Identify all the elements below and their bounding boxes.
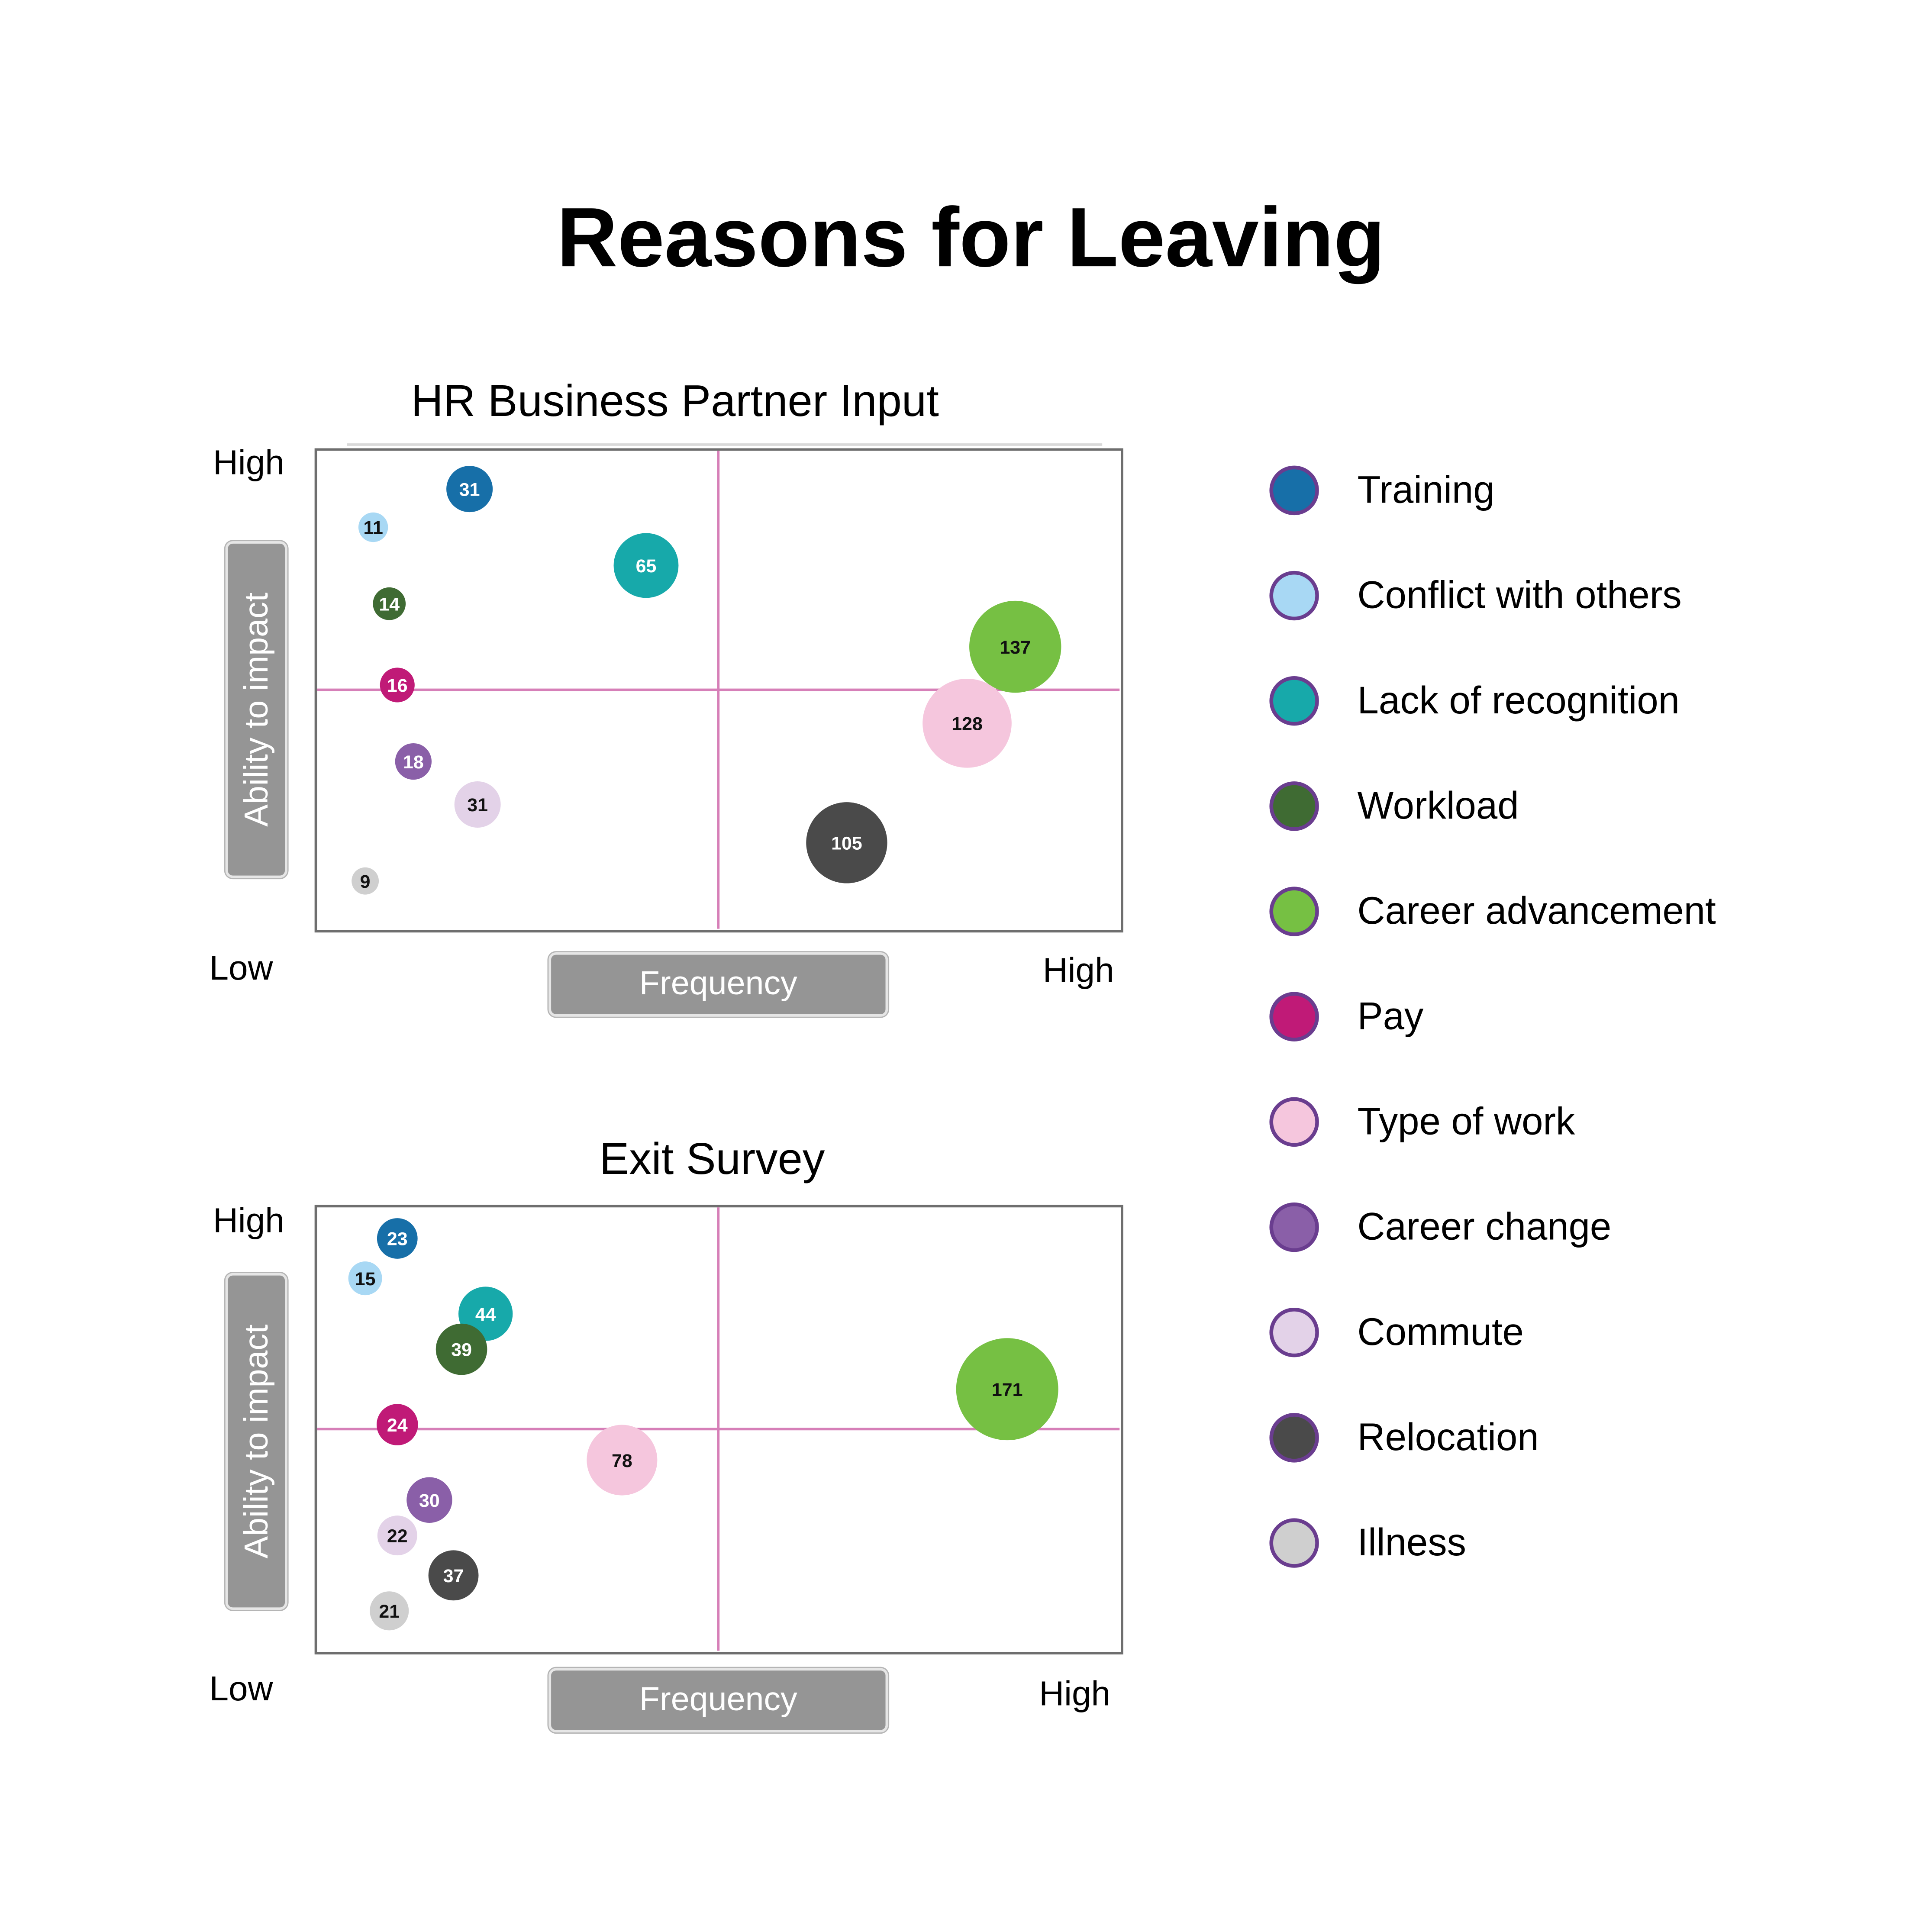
- bubble-relocation: [428, 1550, 479, 1601]
- y-axis-label-text: Ability to impact: [238, 1324, 275, 1559]
- legend-item-career-change: Career change: [1266, 1197, 1885, 1257]
- plot-area-hr: 31 11 65 14 137 16 128 18 31 105 9: [314, 448, 1123, 933]
- legend-item-workload: Workload: [1266, 777, 1885, 836]
- legend-swatch: [1269, 887, 1319, 936]
- bubble-illness: [352, 867, 379, 895]
- bubble-conflict-with-others: [358, 512, 388, 542]
- bubble-type-of-work: [587, 1425, 658, 1496]
- legend-item-training: Training: [1266, 461, 1885, 520]
- bubble-relocation: [806, 802, 887, 883]
- legend-swatch: [1269, 1308, 1319, 1357]
- y-high-label-hr: High: [213, 443, 284, 482]
- bubble-commute: [454, 781, 501, 828]
- legend-item-career-advancement: Career advancement: [1266, 882, 1885, 941]
- bubble-career-advancement: [969, 600, 1061, 693]
- bubble-value-label: 24: [387, 1415, 408, 1436]
- bubble-value-label: 23: [387, 1229, 408, 1250]
- bubble-value-label: 22: [387, 1526, 408, 1547]
- bubble-training: [377, 1218, 418, 1259]
- legend-item-pay: Pay: [1266, 987, 1885, 1046]
- legend-swatch: [1269, 1202, 1319, 1252]
- bubble-value-label: 44: [475, 1304, 496, 1325]
- legend-swatch: [1269, 571, 1319, 621]
- legend-swatch: [1269, 465, 1319, 516]
- legend-item-illness: Illness: [1266, 1513, 1885, 1573]
- bubble-value-label: 16: [387, 675, 408, 696]
- legend-label: Relocation: [1357, 1415, 1539, 1459]
- legend-swatch: [1269, 992, 1319, 1041]
- bubble-value-label: 30: [419, 1490, 440, 1511]
- legend-swatch: [1269, 1097, 1319, 1147]
- legend-label: Type of work: [1357, 1099, 1575, 1143]
- main-title: Reasons for Leaving: [557, 190, 1385, 285]
- bubble-value-label: 39: [451, 1340, 472, 1361]
- x-high-label-hr: High: [1042, 951, 1114, 990]
- bubble-pay: [380, 667, 415, 703]
- x-high-label-exit: High: [1039, 1674, 1111, 1713]
- bubble-value-label: 15: [355, 1269, 376, 1290]
- title-divider: [347, 443, 1103, 446]
- bubble-value-label: 78: [612, 1451, 632, 1471]
- bubble-value-label: 31: [459, 479, 480, 500]
- legend-label: Career advancement: [1357, 889, 1716, 933]
- legend-label: Commute: [1357, 1310, 1524, 1354]
- bubble-value-label: 31: [467, 795, 488, 816]
- legend-label: Workload: [1357, 784, 1519, 828]
- bubble-value-label: 18: [403, 752, 424, 773]
- y-axis-label-text: Ability to impact: [238, 592, 275, 827]
- low-label-hr: Low: [209, 948, 273, 987]
- bubble-value-label: 14: [379, 594, 400, 615]
- bubble-chart-hr: 31 11 65 14 137 16 128 18 31 105 9: [317, 451, 1120, 929]
- bubble-value-label: 105: [831, 833, 862, 854]
- bubble-workload: [435, 1323, 487, 1375]
- bubble-career-change: [406, 1477, 452, 1523]
- bubble-commute: [377, 1515, 417, 1556]
- legend-item-recognition: Lack of recognition: [1266, 671, 1885, 731]
- legend-item-commute: Commute: [1266, 1303, 1885, 1362]
- bubble-conflict-with-others: [348, 1261, 382, 1296]
- bubble-career-advancement: [956, 1338, 1058, 1441]
- legend-swatch: [1269, 1413, 1319, 1463]
- legend-item-conflict: Conflict with others: [1266, 566, 1885, 625]
- legend-label: Illness: [1357, 1521, 1466, 1564]
- plot-area-exit: 23 15 44 39 171 24 78 30 22 37 21: [314, 1205, 1123, 1655]
- bubble-pay: [377, 1404, 418, 1445]
- low-label-exit: Low: [209, 1669, 273, 1708]
- bubble-value-label: 9: [360, 871, 371, 892]
- legend-label: Lack of recognition: [1357, 678, 1680, 722]
- legend-swatch: [1269, 781, 1319, 831]
- x-axis-label-hr: Frequency: [548, 952, 888, 1017]
- legend-label: Pay: [1357, 994, 1424, 1038]
- bubble-workload: [373, 587, 406, 620]
- x-axis-label-exit: Frequency: [548, 1668, 888, 1733]
- bubble-training: [446, 466, 493, 513]
- y-high-label-exit: High: [213, 1201, 284, 1240]
- y-axis-label-hr: Ability to impact: [225, 541, 287, 878]
- bubble-value-label: 171: [992, 1380, 1023, 1400]
- bubble-lack-of-recognition: [613, 533, 679, 598]
- legend-swatch: [1269, 1518, 1319, 1568]
- legend-label: Career change: [1357, 1205, 1612, 1248]
- bubble-value-label: 11: [363, 518, 383, 538]
- y-axis-label-exit: Ability to impact: [225, 1273, 287, 1610]
- legend-swatch: [1269, 676, 1319, 726]
- bubble-value-label: 65: [636, 556, 657, 577]
- bubble-type-of-work: [922, 678, 1012, 768]
- bubble-value-label: 37: [443, 1566, 464, 1586]
- bubble-illness: [370, 1591, 409, 1631]
- legend-label: Training: [1357, 468, 1495, 512]
- bubble-career-change: [395, 743, 432, 780]
- bubble-value-label: 137: [1000, 637, 1031, 658]
- legend-label: Conflict with others: [1357, 573, 1682, 617]
- chart-title-hr: HR Business Partner Input: [411, 375, 939, 426]
- bubble-value-label: 128: [951, 713, 983, 734]
- legend-item-type-of-work: Type of work: [1266, 1092, 1885, 1151]
- bubble-value-label: 21: [379, 1601, 400, 1622]
- chart-title-exit: Exit Survey: [599, 1133, 825, 1184]
- legend-item-relocation: Relocation: [1266, 1408, 1885, 1467]
